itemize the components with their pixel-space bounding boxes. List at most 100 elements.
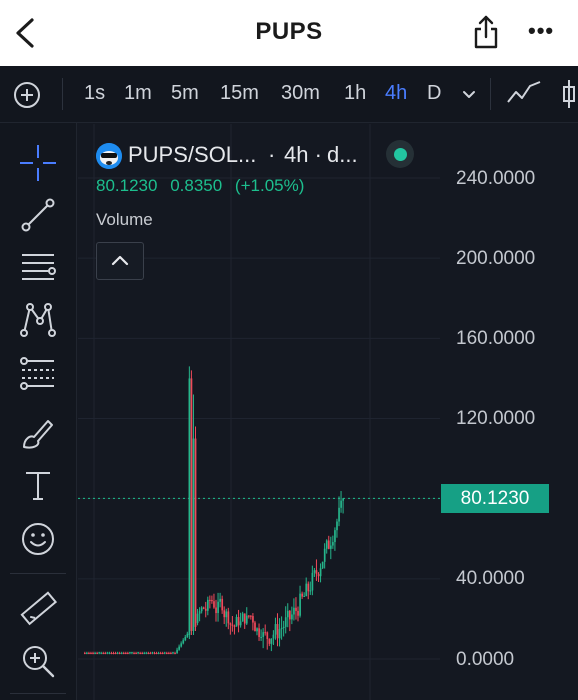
trend-line-icon[interactable] <box>18 195 58 235</box>
chevron-up-icon <box>111 255 129 266</box>
more-options-button[interactable]: ••• <box>528 18 555 43</box>
share-icon[interactable] <box>470 14 502 50</box>
y-axis-tick: 240.0000 <box>456 168 536 189</box>
candle-body <box>264 632 267 634</box>
candle-body <box>311 572 314 591</box>
last-price: 80.1230 <box>96 176 158 195</box>
candle-body <box>282 626 285 629</box>
candle-body <box>289 610 291 620</box>
sidebar-divider <box>10 573 66 574</box>
candle-body <box>270 638 273 644</box>
timeframe-5m[interactable]: 5m <box>171 82 199 104</box>
candle-body <box>204 608 207 611</box>
candle-body <box>149 652 152 654</box>
timeframe-1h[interactable]: 1h <box>344 82 367 104</box>
candle-body <box>219 598 221 602</box>
candle-body <box>182 640 185 644</box>
volume-indicator-label[interactable]: Volume <box>96 210 153 229</box>
candle-body <box>94 652 96 654</box>
page-title: PUPS <box>255 18 323 45</box>
candle-body <box>334 530 336 543</box>
horizontal-lines-icon[interactable] <box>18 247 58 287</box>
chevron-down-icon[interactable] <box>460 86 478 104</box>
candle-body <box>118 652 121 654</box>
candle-body <box>233 625 236 627</box>
pair-source: d... <box>327 142 358 167</box>
candle-body <box>313 570 316 573</box>
candle-body <box>254 622 256 632</box>
pattern-tool-icon[interactable] <box>18 299 58 339</box>
timeframe-d[interactable]: D <box>427 82 442 104</box>
candle-body <box>90 652 92 654</box>
timeframe-1m[interactable]: 1m <box>124 82 152 104</box>
candle-body <box>129 652 131 654</box>
candle-body <box>180 643 183 647</box>
candle-body <box>221 598 224 611</box>
candle-body <box>340 500 342 508</box>
candle-body <box>92 652 94 654</box>
candle-body <box>211 599 213 602</box>
fibonacci-icon[interactable] <box>18 353 58 393</box>
candle-body <box>323 548 326 562</box>
candle-body <box>166 652 168 654</box>
candle-body <box>100 652 103 654</box>
candle-body <box>174 652 176 654</box>
candle-body <box>307 583 310 592</box>
candle-body <box>200 607 203 612</box>
candle-body <box>319 568 322 577</box>
candle-body <box>143 652 146 654</box>
add-indicator-icon[interactable] <box>12 80 42 110</box>
emoji-icon[interactable] <box>18 519 58 559</box>
ruler-icon[interactable] <box>18 589 58 629</box>
candle-body <box>151 652 154 654</box>
crosshair-icon[interactable] <box>18 143 58 183</box>
timeframe-30m[interactable]: 30m <box>281 82 320 104</box>
candle-body <box>227 611 230 624</box>
top-navigation-bar: PUPS ••• <box>0 0 578 66</box>
candle-body <box>321 561 324 569</box>
candle-body <box>217 601 219 614</box>
candle-body <box>243 613 246 624</box>
candle-body <box>338 507 340 522</box>
candle-body <box>86 652 88 654</box>
candle-body <box>202 607 205 609</box>
candle-body <box>135 652 137 654</box>
candle-body <box>276 624 279 639</box>
candle-body <box>145 652 148 654</box>
brush-icon[interactable] <box>18 413 58 453</box>
candle-body <box>141 652 144 654</box>
candle-body <box>256 628 258 632</box>
candle-body <box>88 652 90 654</box>
timeframe-4h[interactable]: 4h <box>385 82 408 104</box>
timeframe-1s[interactable]: 1s <box>84 82 106 104</box>
candle-body <box>245 615 248 624</box>
timeframe-15m[interactable]: 15m <box>220 82 259 104</box>
text-tool-icon[interactable] <box>18 465 58 505</box>
candle-body <box>104 652 107 654</box>
candle-body <box>147 652 150 654</box>
candle-body <box>125 652 127 654</box>
candle-body <box>172 652 174 654</box>
candle-body <box>225 611 228 618</box>
candle-body <box>84 652 86 654</box>
collapse-indicators-button[interactable] <box>96 242 144 280</box>
candlestick-type-icon[interactable] <box>560 78 578 110</box>
candle-body <box>239 621 242 626</box>
candle-body <box>272 634 275 639</box>
pair-timeframe: 4h · <box>284 142 322 167</box>
line-chart-type-icon[interactable] <box>506 78 542 108</box>
candle-body <box>190 378 193 631</box>
candle-body <box>139 652 142 654</box>
zoom-in-icon[interactable] <box>18 641 58 681</box>
candle-body <box>278 629 281 639</box>
candle-body <box>161 652 164 654</box>
candle-body <box>280 628 283 630</box>
candle-body <box>196 613 199 623</box>
candle-body <box>137 652 139 654</box>
chevron-left-icon[interactable] <box>8 14 44 52</box>
candle-body <box>291 614 293 620</box>
y-axis-tick: 0.0000 <box>456 649 515 670</box>
candle-body <box>159 652 162 654</box>
price-change-row: 80.1230 0.8350 (+1.05%) <box>96 176 312 196</box>
